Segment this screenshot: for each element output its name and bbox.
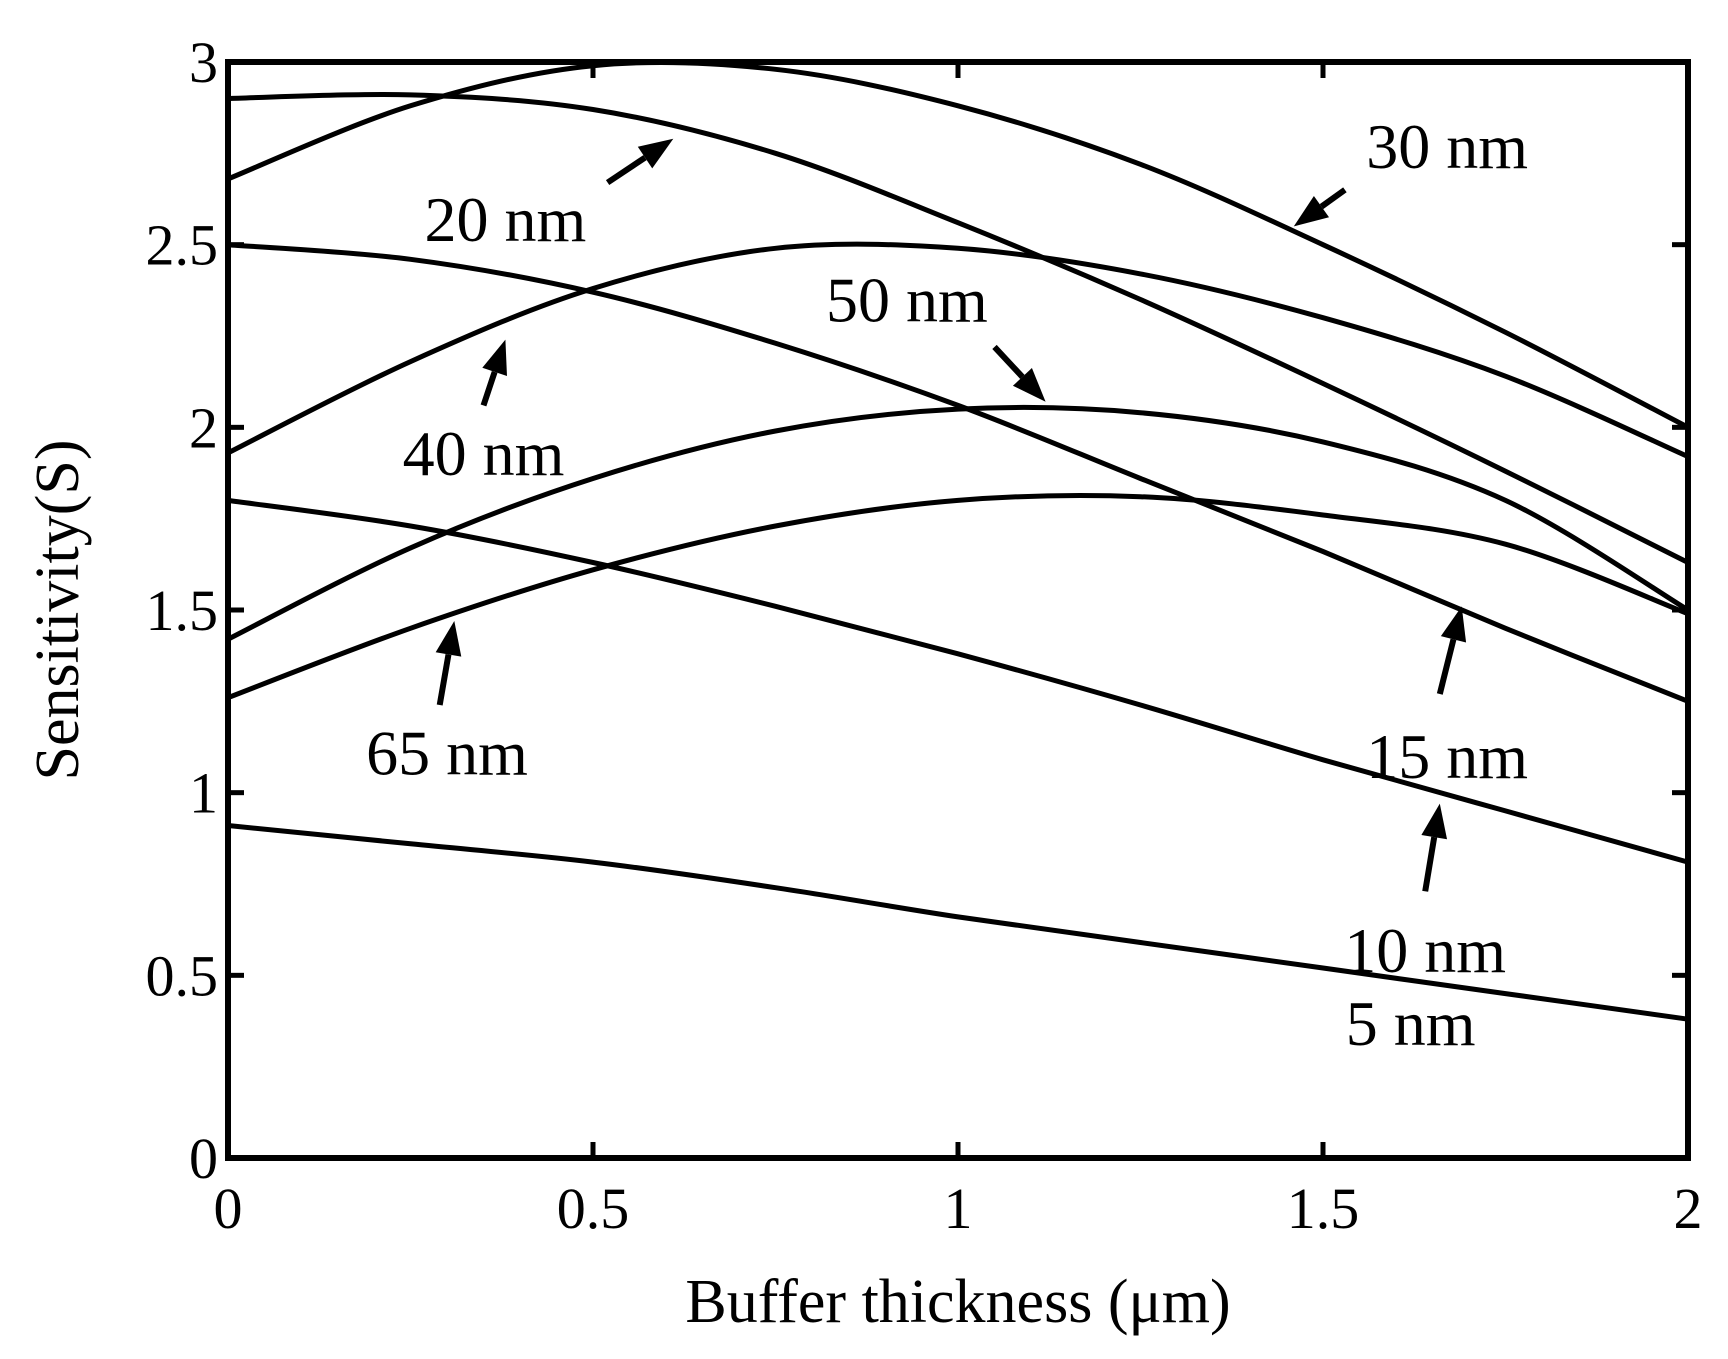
y-tick-label: 3: [189, 30, 218, 95]
arrow-head: [1421, 803, 1448, 840]
series-line-50-nm: [225, 404, 1691, 642]
x-tick-label: 0.5: [557, 1176, 630, 1241]
arrow-head: [1293, 196, 1330, 227]
tick-labels: 0 0.5 1 1.5 2 0 0.5 1 1.5 2 2.5 3: [146, 30, 1703, 1241]
curve-label-50-nm: 50 nm: [826, 264, 988, 335]
series-line-65-nm: [225, 493, 1691, 701]
curve-label-40-nm: 40 nm: [403, 418, 565, 489]
arrow-15-nm: [1436, 606, 1467, 695]
curve-label-5-nm: 5 nm: [1346, 988, 1476, 1059]
arrow-shaft: [436, 653, 452, 706]
arrow-head: [435, 620, 462, 657]
x-tick-label: 2: [1674, 1176, 1703, 1241]
y-axis-label: Sensitivity(S): [24, 439, 92, 780]
arrow-40-nm: [480, 339, 507, 407]
arrow-shaft: [992, 344, 1025, 379]
y-tick-label: 2: [189, 395, 218, 460]
arrow-head: [1440, 606, 1467, 643]
arrow-20-nm: [605, 138, 674, 186]
series-line-5-nm: [225, 823, 1691, 1022]
x-tick-label: 1.5: [1287, 1176, 1360, 1241]
y-tick-label: 1: [189, 761, 218, 826]
arrow-shaft: [605, 155, 647, 186]
arrow-head: [637, 138, 674, 169]
y-tick-label: 2.5: [146, 213, 219, 278]
curve-label-15-nm: 15 nm: [1366, 721, 1528, 792]
curve-label-65-nm: 65 nm: [366, 717, 528, 788]
arrow-head: [1012, 368, 1046, 402]
arrow-shaft: [1319, 187, 1347, 210]
arrow-head: [482, 339, 507, 377]
series-line-10-nm: [225, 497, 1691, 865]
series-layer: [225, 59, 1691, 1022]
x-axis-label: Buffer thickness (μm): [685, 1268, 1230, 1336]
curve-label-10-nm: 10 nm: [1344, 915, 1506, 986]
x-tick-label: 0: [214, 1176, 243, 1241]
arrow-30-nm: [1293, 187, 1347, 227]
arrow-shaft: [1436, 638, 1457, 695]
arrow-shaft: [480, 370, 498, 407]
arrow-10-nm: [1421, 803, 1448, 892]
series-line-40-nm: [225, 241, 1691, 460]
series-line-30-nm: [225, 59, 1691, 430]
y-tick-label: 1.5: [146, 578, 219, 643]
x-tick-label: 1: [944, 1176, 973, 1241]
curve-label-20-nm: 20 nm: [425, 184, 587, 255]
series-line-20-nm: [225, 92, 1691, 565]
arrow-shaft: [1422, 836, 1438, 892]
curve-label-30-nm: 30 nm: [1366, 111, 1528, 182]
annotation-arrows: [435, 138, 1467, 892]
axis-ticks: [225, 59, 1691, 1161]
arrow-50-nm: [992, 344, 1046, 402]
y-tick-label: 0: [189, 1126, 218, 1191]
y-tick-label: 0.5: [146, 943, 219, 1008]
arrow-65-nm: [435, 620, 462, 706]
